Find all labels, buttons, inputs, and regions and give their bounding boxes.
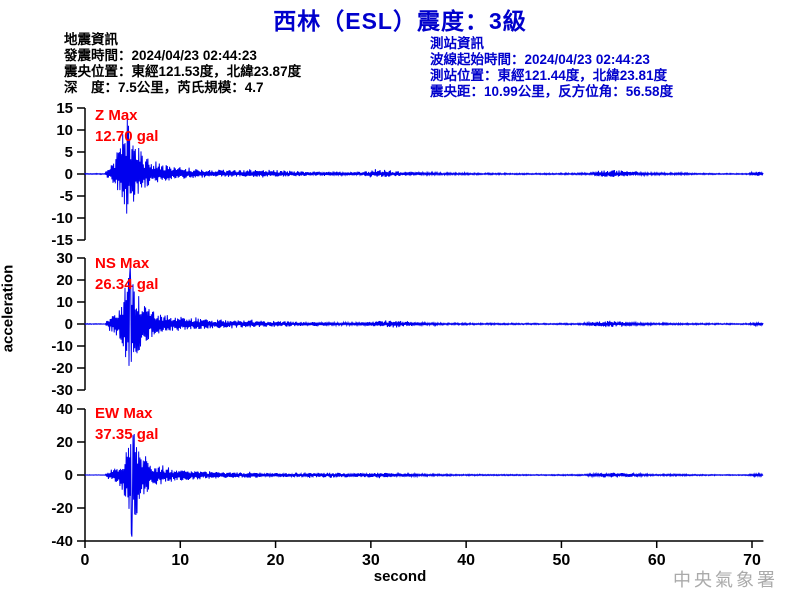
earthquake-info-block: 地震資訊 發震時間：2024/04/23 02:44:23 震央位置：東經121…: [64, 32, 301, 96]
y-tick-label: 15: [56, 100, 73, 117]
z-max-label: Z Max: [95, 107, 138, 124]
y-tick-label: -20: [51, 500, 73, 517]
earthquake-info-heading: 地震資訊: [64, 32, 118, 47]
station-location: 測站位置：東經121.44度，北緯23.81度: [430, 68, 668, 83]
y-tick-label: -15: [51, 232, 73, 249]
x-tick-label: 30: [362, 552, 380, 569]
ns-max-value: 26.34 gal: [95, 276, 159, 293]
waveform-trace-ew: [84, 433, 764, 537]
x-tick-label: 0: [81, 552, 90, 569]
y-tick-label: -20: [51, 360, 73, 377]
y-tick-label: 5: [65, 144, 73, 161]
earthquake-depth-magnitude: 深 度：7.5公里，芮氏規模：4.7: [64, 80, 264, 95]
station-trace-start-time: 波線起始時間：2024/04/23 02:44:23: [430, 52, 650, 67]
y-tick-label: 20: [56, 434, 73, 451]
x-tick-label: 60: [648, 552, 666, 569]
y-tick-label: -40: [51, 533, 73, 550]
earthquake-origin-time: 發震時間：2024/04/23 02:44:23: [64, 48, 257, 63]
y-tick-label: 40: [56, 401, 73, 418]
y-tick-label: 0: [65, 166, 73, 183]
y-tick-label: 0: [65, 467, 73, 484]
earthquake-epicenter: 震央位置：東經121.53度，北緯23.87度: [64, 64, 302, 79]
x-axis-label: second: [373, 568, 427, 585]
ns-max-label: NS Max: [95, 255, 150, 272]
y-tick-label: 10: [56, 122, 73, 139]
y-tick-label: -10: [51, 210, 73, 227]
y-tick-label: -10: [51, 338, 73, 355]
y-tick-label: 0: [65, 316, 73, 333]
y-tick-label: -30: [51, 382, 73, 399]
y-tick-label: 10: [56, 294, 73, 311]
waveform-trace-ns: [84, 266, 764, 366]
waveform-trace-z: [84, 118, 764, 214]
z-max-value: 12.70 gal: [95, 128, 159, 145]
station-info-block: 測站資訊 波線起始時間：2024/04/23 02:44:23 測站位置：東經1…: [430, 36, 673, 100]
agency-watermark: 中央氣象署: [673, 570, 778, 591]
y-tick-label: 30: [56, 250, 73, 267]
x-tick-label: 70: [743, 552, 761, 569]
y-tick-label: 20: [56, 272, 73, 289]
x-tick-label: 20: [267, 552, 285, 569]
x-tick-label: 40: [457, 552, 475, 569]
x-tick-label: 10: [171, 552, 189, 569]
station-info-heading: 測站資訊: [430, 36, 484, 51]
ew-max-value: 37.35 gal: [95, 426, 159, 443]
station-distance-azimuth: 震央距：10.99公里，反方位角：56.58度: [430, 84, 674, 99]
ew-max-label: EW Max: [95, 405, 153, 422]
x-tick-label: 50: [553, 552, 571, 569]
y-tick-label: -5: [60, 188, 73, 205]
page-title: 西林（ESL）震度：3級: [273, 8, 527, 34]
